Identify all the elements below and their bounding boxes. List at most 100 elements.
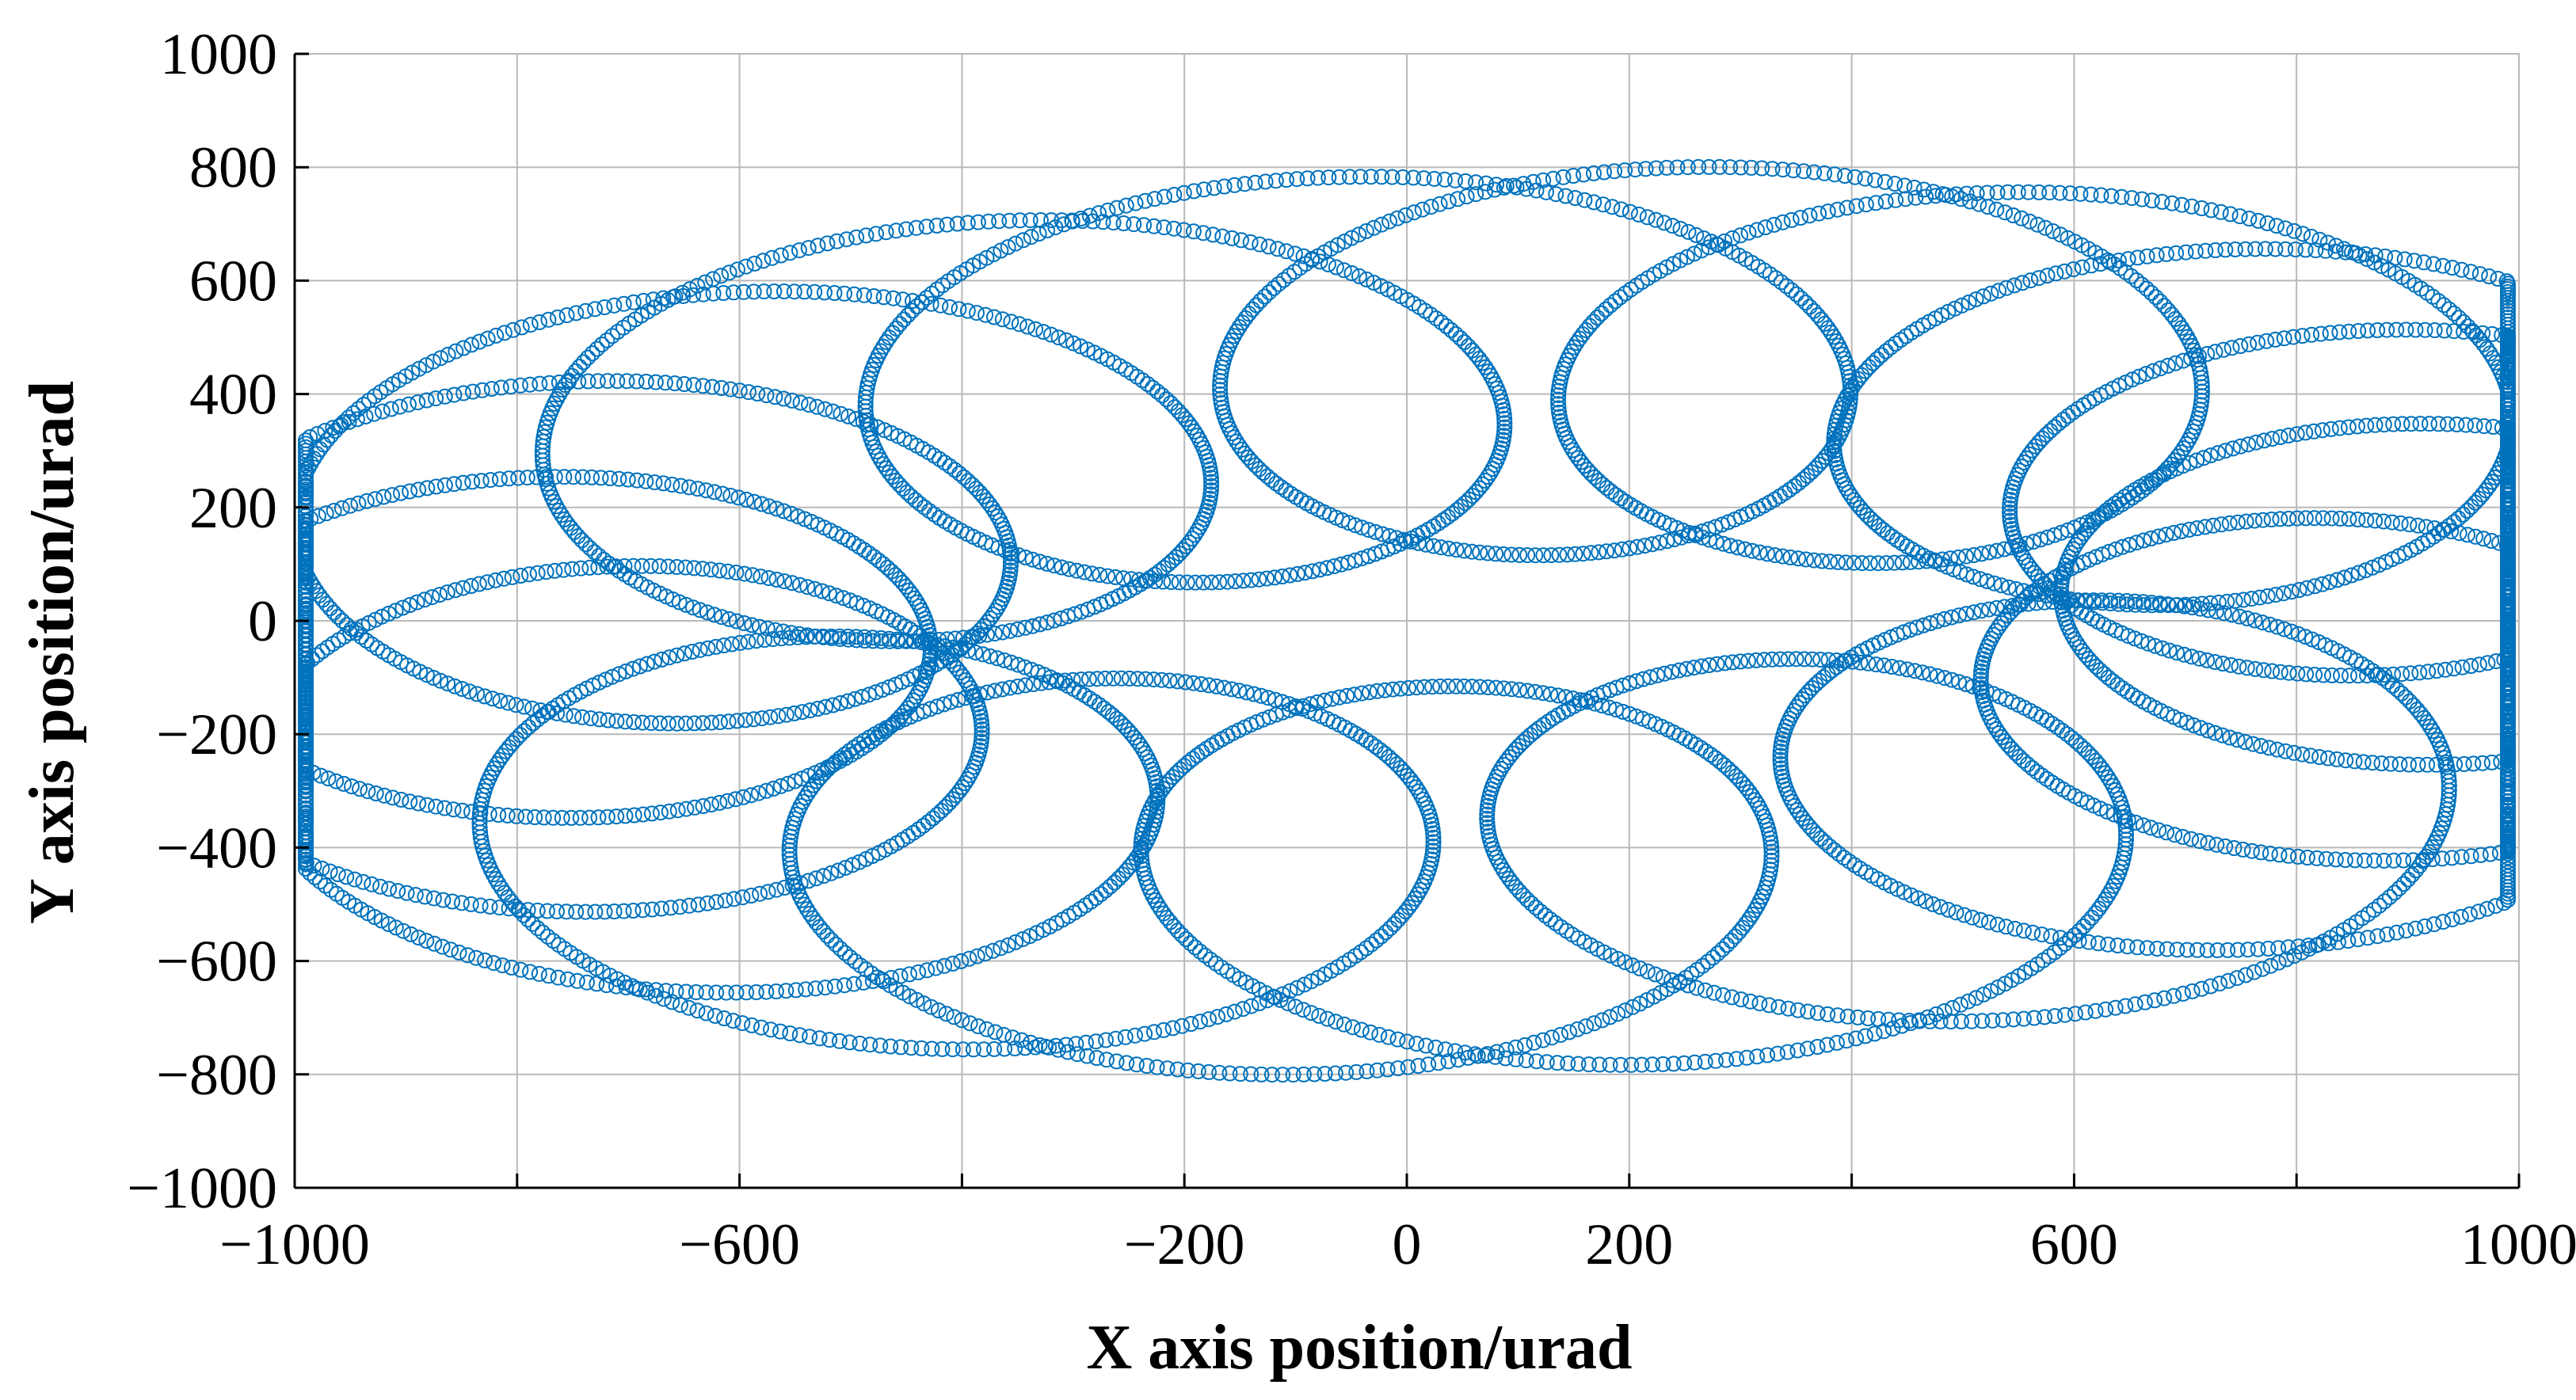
data-point (532, 314, 547, 330)
data-point (1289, 980, 1305, 996)
data-point (996, 1026, 1012, 1043)
data-point (680, 999, 697, 1016)
data-point (2024, 760, 2041, 776)
data-point (704, 379, 721, 395)
data-point (2277, 743, 2294, 759)
data-point (1929, 613, 1945, 630)
data-point (2217, 443, 2234, 459)
y-tick-label: −1000 (127, 1156, 277, 1221)
data-point (1788, 651, 1804, 668)
data-point (2105, 673, 2121, 690)
data-point (1266, 280, 1282, 296)
data-point (2044, 594, 2061, 610)
data-point (516, 723, 532, 740)
data-point (1732, 653, 1749, 670)
data-point (1934, 186, 1951, 203)
data-point (309, 647, 326, 664)
data-point (836, 977, 853, 994)
data-point (513, 961, 529, 978)
data-point (2139, 248, 2155, 264)
data-point (2154, 193, 2170, 210)
data-point (1097, 882, 1114, 899)
data-point (1324, 690, 1340, 707)
data-point (711, 562, 728, 579)
data-point (728, 984, 745, 1001)
data-point (2056, 263, 2073, 280)
data-point (1914, 664, 1930, 681)
data-point (298, 494, 314, 511)
data-point (2475, 755, 2490, 771)
data-point (1817, 834, 1833, 850)
data-point (1842, 382, 1859, 398)
data-point (2148, 247, 2165, 264)
data-point (2299, 850, 2315, 865)
data-point (1166, 220, 1182, 237)
data-point (616, 558, 633, 574)
data-point (1436, 171, 1453, 188)
data-point (1149, 896, 1166, 913)
data-point (298, 547, 314, 564)
data-point (2396, 251, 2413, 268)
data-point (677, 559, 694, 576)
data-point (1972, 675, 1989, 692)
data-point (1259, 468, 1275, 485)
data-point (298, 457, 314, 474)
data-point (2376, 417, 2392, 433)
data-point (2383, 755, 2399, 772)
data-point (684, 644, 700, 660)
data-point (1754, 160, 1770, 177)
data-point (1035, 324, 1052, 340)
data-point (384, 487, 401, 504)
data-point (1317, 1066, 1333, 1082)
data-point (2322, 325, 2338, 341)
data-point (566, 708, 582, 725)
data-point (1986, 575, 2002, 592)
data-point (1707, 750, 1724, 767)
data-point (2105, 806, 2122, 823)
data-point (1789, 1042, 1806, 1059)
data-point (2020, 184, 2037, 200)
data-point (1203, 477, 1220, 494)
data-point (652, 805, 669, 821)
data-point (2332, 510, 2349, 527)
data-point (1130, 671, 1146, 687)
data-point (2080, 934, 2097, 950)
data-point (2327, 851, 2344, 868)
data-point (745, 711, 762, 728)
data-point (2238, 967, 2254, 983)
data-point (2138, 280, 2155, 297)
data-point (1212, 368, 1229, 385)
data-point (2005, 1011, 2022, 1028)
data-point (2500, 340, 2516, 356)
data-point (835, 590, 852, 607)
data-point (750, 785, 767, 801)
data-point (1312, 253, 1328, 270)
data-point (2426, 520, 2443, 537)
data-point (1763, 852, 1780, 869)
data-point (330, 608, 346, 625)
data-point (1243, 572, 1259, 588)
data-point (1362, 169, 1379, 185)
data-point (2182, 455, 2198, 471)
data-point (2425, 723, 2441, 740)
data-point (1602, 1056, 1618, 1073)
data-point (1557, 689, 1574, 706)
data-point (1203, 574, 1220, 591)
data-point (936, 455, 953, 471)
data-point (1488, 679, 1504, 696)
data-point (768, 572, 785, 588)
data-point (2222, 729, 2238, 746)
data-point (711, 794, 728, 811)
data-point (1218, 1006, 1234, 1022)
data-point (317, 877, 333, 894)
data-point (1789, 698, 1805, 715)
data-point (1134, 741, 1151, 758)
data-point (885, 290, 901, 306)
data-point (736, 565, 753, 582)
data-point (939, 631, 955, 648)
data-point (1176, 222, 1192, 238)
data-point (455, 385, 472, 401)
data-point (2465, 755, 2482, 772)
data-point (1102, 878, 1118, 895)
data-point (1192, 943, 1208, 960)
